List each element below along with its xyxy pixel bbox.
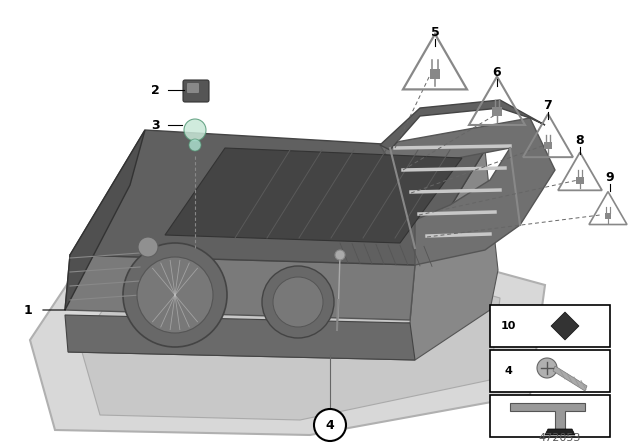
Polygon shape [545, 429, 575, 435]
Circle shape [314, 409, 346, 441]
Circle shape [335, 250, 345, 260]
FancyBboxPatch shape [183, 80, 209, 102]
Text: 3: 3 [150, 119, 159, 132]
Polygon shape [65, 130, 145, 310]
Circle shape [123, 243, 227, 347]
Text: 10: 10 [500, 321, 516, 331]
Bar [429, 69, 440, 79]
Polygon shape [553, 366, 587, 391]
Polygon shape [551, 312, 579, 340]
Text: 4: 4 [326, 418, 334, 431]
Bar [577, 177, 584, 184]
Polygon shape [165, 148, 462, 243]
Polygon shape [68, 150, 498, 360]
Polygon shape [380, 118, 555, 265]
FancyBboxPatch shape [490, 350, 610, 392]
FancyBboxPatch shape [490, 305, 610, 347]
Polygon shape [30, 240, 545, 435]
Text: 9: 9 [605, 171, 614, 184]
Text: 8: 8 [576, 134, 584, 146]
Text: 7: 7 [543, 99, 552, 112]
FancyBboxPatch shape [490, 395, 610, 437]
Text: 1: 1 [24, 303, 33, 316]
Circle shape [138, 237, 158, 257]
Circle shape [537, 358, 557, 378]
Bar [492, 108, 502, 116]
Polygon shape [65, 255, 415, 320]
Circle shape [273, 277, 323, 327]
Bar [544, 142, 552, 150]
Polygon shape [510, 403, 585, 429]
FancyBboxPatch shape [187, 83, 199, 93]
Text: 5: 5 [431, 26, 440, 39]
Text: 472053: 472053 [539, 433, 581, 443]
Circle shape [184, 119, 206, 141]
Circle shape [262, 266, 334, 338]
Polygon shape [80, 258, 500, 420]
Polygon shape [380, 100, 545, 150]
Polygon shape [415, 270, 480, 305]
Polygon shape [65, 315, 415, 360]
Text: 4: 4 [504, 366, 512, 376]
Circle shape [137, 257, 213, 333]
Text: 2: 2 [150, 83, 159, 96]
Circle shape [189, 139, 201, 151]
Polygon shape [70, 130, 485, 265]
Text: 6: 6 [493, 65, 501, 78]
Bar [605, 213, 611, 219]
